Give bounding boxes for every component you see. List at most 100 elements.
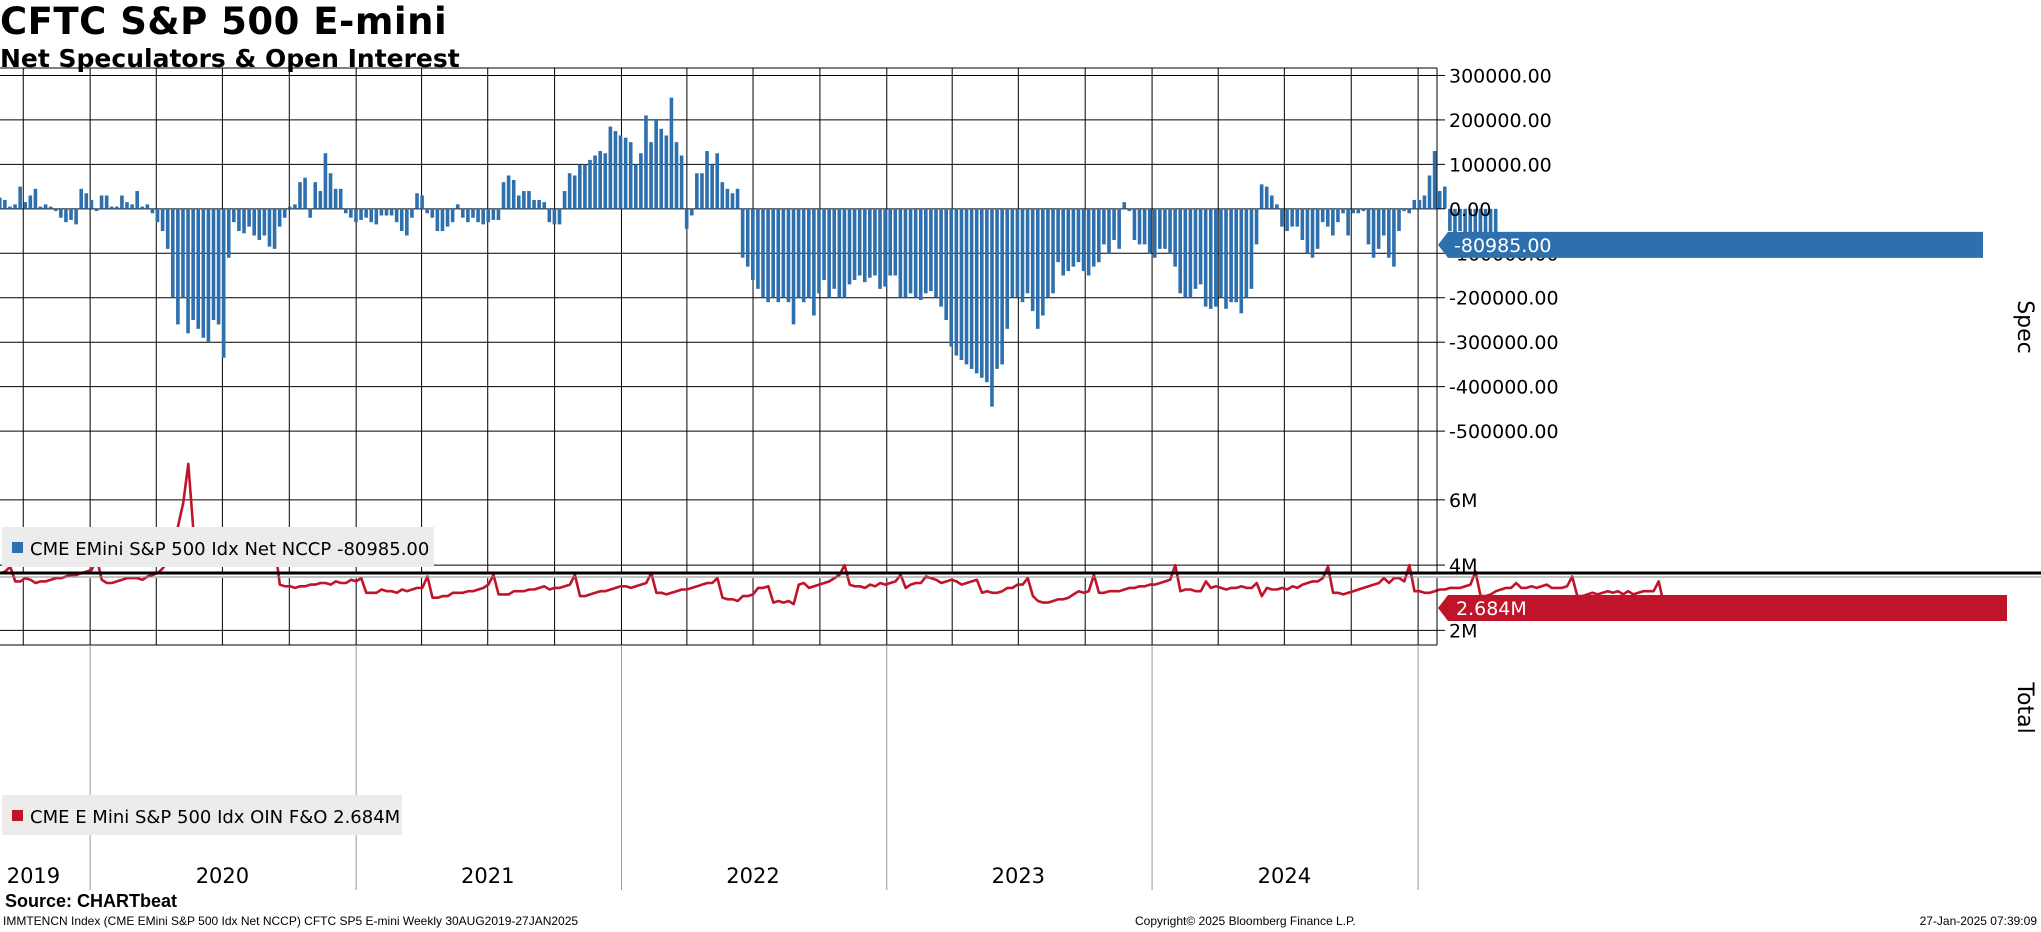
bar: [873, 208, 877, 276]
bar: [567, 173, 572, 209]
bar: [211, 208, 216, 320]
bar: [262, 208, 267, 236]
bar: [684, 208, 689, 229]
bar: [109, 206, 114, 209]
bottom-legend-box: [2, 795, 402, 835]
bar: [689, 208, 694, 216]
bar: [1249, 208, 1254, 289]
bar: [394, 208, 399, 223]
bar: [1000, 208, 1004, 365]
bar: [756, 208, 760, 289]
bar: [1081, 208, 1086, 272]
bar: [634, 164, 638, 209]
bar: [796, 208, 801, 298]
bar: [496, 208, 501, 220]
bar: [751, 208, 755, 280]
bar: [1025, 208, 1030, 294]
bar: [354, 208, 358, 223]
bar: [120, 195, 124, 209]
top-legend-swatch: [12, 542, 23, 553]
bar: [613, 131, 618, 209]
bar: [1427, 175, 1432, 209]
bar: [552, 208, 557, 225]
bar: [959, 208, 964, 360]
year-label: 2023: [992, 864, 1045, 888]
bar: [277, 208, 282, 227]
bar: [1254, 208, 1259, 245]
bar: [288, 206, 292, 209]
bar: [1015, 208, 1020, 298]
bar: [603, 153, 608, 209]
bar: [837, 208, 842, 298]
year-label: 2019: [7, 864, 60, 888]
bar: [649, 142, 653, 209]
bar: [527, 191, 531, 209]
bar: [247, 208, 251, 227]
index-info: IMMTENCN Index (CME EMini S&P 500 Idx Ne…: [3, 914, 579, 928]
bar: [1198, 208, 1203, 285]
bar: [1178, 208, 1183, 294]
bar: [170, 208, 175, 298]
bar: [64, 208, 68, 223]
bar: [1051, 208, 1055, 294]
bar: [578, 164, 582, 209]
bar: [888, 208, 893, 276]
bar: [1336, 208, 1340, 223]
bar: [817, 208, 821, 294]
bar: [664, 135, 669, 209]
bar: [766, 208, 770, 303]
bar: [374, 208, 379, 225]
bar: [384, 208, 389, 216]
bar: [913, 208, 918, 298]
bar: [1356, 208, 1361, 214]
y-tick-label: 2M: [1449, 620, 1477, 642]
bar: [822, 208, 826, 280]
series-line: [0, 462, 1686, 609]
bar: [1005, 208, 1010, 329]
bar: [964, 208, 969, 365]
bar: [415, 193, 419, 209]
bar: [48, 206, 53, 209]
bar: [903, 208, 908, 298]
bar: [501, 182, 506, 209]
bar: [420, 195, 424, 209]
bar: [33, 188, 38, 209]
bar: [1458, 208, 1462, 232]
bar: [13, 204, 17, 209]
bar: [842, 208, 847, 298]
bar: [598, 151, 602, 209]
bar: [1417, 199, 1422, 209]
bar: [232, 208, 236, 223]
bar: [1300, 208, 1305, 240]
bar: [1076, 208, 1081, 263]
bar: [918, 208, 923, 300]
bar: [1056, 208, 1060, 263]
bar: [410, 208, 414, 218]
bar: [3, 199, 7, 209]
open-interest-line: [0, 462, 1686, 609]
y-tick-label: 300000.00: [1449, 65, 1552, 87]
bottom-last-value-badge: 2.684M: [1438, 595, 2007, 622]
bar: [176, 208, 180, 325]
bar: [196, 208, 201, 329]
bar: [593, 155, 597, 209]
bar: [929, 208, 933, 292]
bar: [74, 208, 78, 225]
bar: [1412, 199, 1417, 209]
bar: [944, 208, 948, 320]
bar: [1122, 202, 1127, 209]
bar: [745, 208, 750, 267]
bar: [695, 173, 699, 209]
bar: [969, 208, 974, 369]
bar: [165, 208, 170, 249]
bar: [257, 208, 262, 240]
bar: [791, 208, 796, 325]
bar: [1264, 186, 1269, 209]
top-legend-text: CME EMini S&P 500 Idx Net NCCP -80985.00: [30, 539, 429, 560]
y-tick-label: 100000.00: [1449, 154, 1552, 176]
bar: [38, 206, 43, 209]
y-tick-label: 6M: [1449, 490, 1477, 512]
bar: [1285, 208, 1289, 232]
bar: [1158, 208, 1162, 249]
bar: [939, 208, 943, 307]
